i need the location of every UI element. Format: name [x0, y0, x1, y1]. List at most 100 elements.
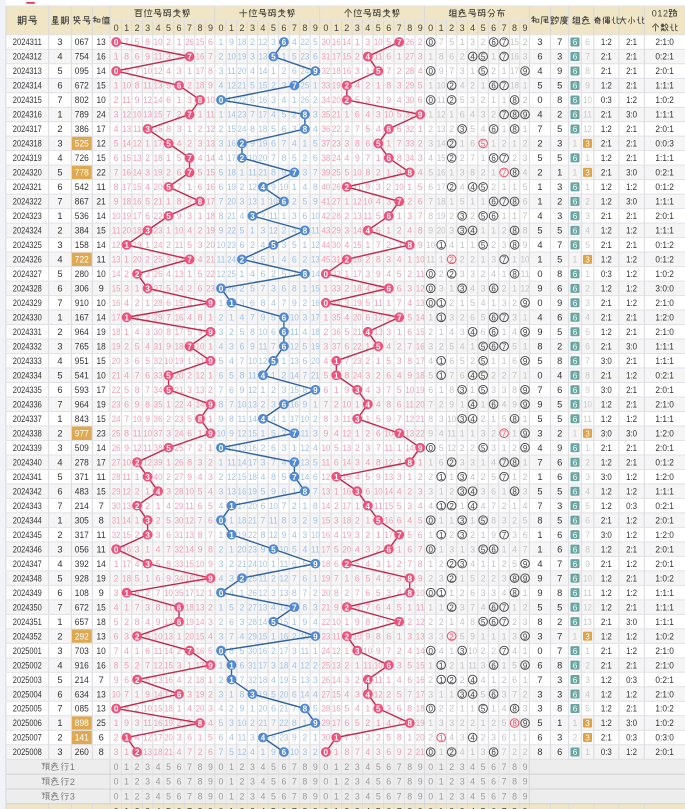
svg-text:3: 3 — [512, 313, 517, 323]
svg-text:1: 1 — [460, 501, 465, 511]
svg-text:1:2: 1:2 — [626, 370, 637, 380]
svg-text:7: 7 — [260, 284, 265, 294]
svg-text:5: 5 — [271, 428, 276, 438]
svg-text:13: 13 — [227, 95, 236, 105]
svg-text:2:0:1: 2:0:1 — [655, 66, 674, 76]
svg-text:2024341: 2024341 — [13, 472, 42, 482]
svg-text:1: 1 — [229, 502, 234, 511]
svg-text:8: 8 — [537, 341, 542, 351]
svg-text:4: 4 — [523, 501, 528, 511]
svg-text:1: 1 — [124, 255, 129, 265]
svg-text:2: 2 — [166, 168, 171, 178]
svg-text:19: 19 — [353, 298, 362, 308]
svg-text:4: 4 — [156, 544, 161, 554]
svg-text:4: 4 — [177, 747, 182, 757]
svg-text:5: 5 — [386, 37, 391, 47]
svg-text:11: 11 — [290, 327, 299, 337]
svg-text:9: 9 — [376, 472, 381, 482]
svg-text:2:1: 2:1 — [626, 240, 637, 250]
svg-text:1:2:0: 1:2:0 — [655, 530, 674, 540]
svg-text:2: 2 — [481, 95, 486, 105]
svg-text:951: 951 — [75, 356, 89, 366]
svg-text:2: 2 — [135, 806, 140, 809]
svg-text:2: 2 — [345, 96, 350, 105]
svg-text:1: 1 — [334, 792, 339, 802]
svg-text:2: 2 — [502, 370, 507, 380]
svg-text:1:2: 1:2 — [626, 284, 637, 294]
svg-text:4: 4 — [470, 690, 475, 699]
svg-text:9: 9 — [135, 95, 140, 105]
svg-text:3: 3 — [302, 168, 307, 178]
svg-text:2: 2 — [281, 226, 286, 236]
svg-text:9: 9 — [302, 617, 307, 627]
svg-text:23: 23 — [248, 544, 257, 554]
svg-text:1: 1 — [585, 443, 590, 453]
svg-text:31: 31 — [405, 110, 414, 120]
svg-text:6: 6 — [491, 154, 496, 163]
svg-text:2: 2 — [418, 472, 423, 482]
svg-text:6: 6 — [271, 704, 276, 714]
svg-text:1:2: 1:2 — [626, 226, 637, 236]
svg-text:9: 9 — [313, 792, 318, 802]
svg-text:1: 1 — [219, 298, 224, 308]
svg-text:10: 10 — [175, 226, 184, 236]
svg-text:12: 12 — [248, 182, 257, 192]
svg-text:24: 24 — [353, 370, 362, 380]
svg-text:16: 16 — [248, 443, 257, 453]
svg-text:3: 3 — [428, 341, 433, 351]
svg-text:3: 3 — [292, 646, 297, 656]
svg-text:23: 23 — [97, 428, 106, 438]
svg-text:525: 525 — [75, 139, 89, 149]
svg-text:29: 29 — [248, 631, 257, 641]
svg-text:6: 6 — [491, 400, 496, 409]
svg-text:5: 5 — [407, 313, 412, 323]
svg-text:10: 10 — [405, 385, 414, 395]
svg-text:1: 1 — [657, 8, 662, 18]
svg-text:7: 7 — [57, 298, 62, 308]
svg-text:2: 2 — [512, 617, 517, 627]
svg-text:0: 0 — [219, 792, 224, 802]
svg-text:3: 3 — [187, 298, 192, 308]
svg-text:1: 1 — [470, 747, 475, 757]
svg-text:2: 2 — [449, 23, 454, 33]
svg-text:0: 0 — [323, 806, 328, 809]
svg-text:5: 5 — [334, 544, 339, 554]
svg-text:5: 5 — [397, 501, 402, 511]
svg-text:6: 6 — [573, 299, 578, 308]
svg-text:1: 1 — [187, 356, 192, 366]
svg-text:1: 1 — [460, 544, 465, 554]
svg-text:4: 4 — [407, 298, 412, 308]
svg-text:9: 9 — [124, 66, 129, 76]
svg-text:7: 7 — [292, 458, 297, 467]
svg-text:18: 18 — [97, 341, 106, 351]
svg-text:2: 2 — [428, 327, 433, 337]
svg-text:6: 6 — [557, 313, 562, 323]
svg-text:3: 3 — [135, 544, 140, 554]
svg-text:5: 5 — [166, 515, 171, 525]
svg-text:1: 1 — [502, 327, 507, 337]
svg-text:7: 7 — [114, 168, 119, 178]
svg-text:1: 1 — [439, 689, 444, 699]
svg-text:1: 1 — [418, 457, 423, 467]
svg-text:6: 6 — [537, 733, 542, 743]
svg-text:19: 19 — [248, 486, 257, 496]
svg-text:2: 2 — [439, 399, 444, 409]
svg-text:1: 1 — [439, 473, 444, 482]
svg-text:12: 12 — [143, 457, 152, 467]
svg-text:3: 3 — [240, 617, 245, 627]
svg-text:9: 9 — [208, 777, 213, 787]
svg-text:2: 2 — [449, 574, 454, 583]
svg-text:5: 5 — [585, 501, 590, 511]
svg-text:3: 3 — [512, 530, 517, 540]
svg-text:11: 11 — [300, 646, 309, 656]
svg-text:7: 7 — [407, 341, 412, 351]
svg-text:6: 6 — [557, 747, 562, 757]
svg-text:7: 7 — [470, 602, 475, 612]
svg-text:3: 3 — [145, 327, 150, 337]
svg-text:2: 2 — [219, 675, 224, 685]
svg-text:5: 5 — [439, 443, 444, 453]
svg-text:8: 8 — [407, 762, 412, 772]
svg-text:1: 1 — [166, 399, 171, 409]
svg-text:16: 16 — [122, 168, 131, 178]
svg-text:13: 13 — [248, 399, 257, 409]
